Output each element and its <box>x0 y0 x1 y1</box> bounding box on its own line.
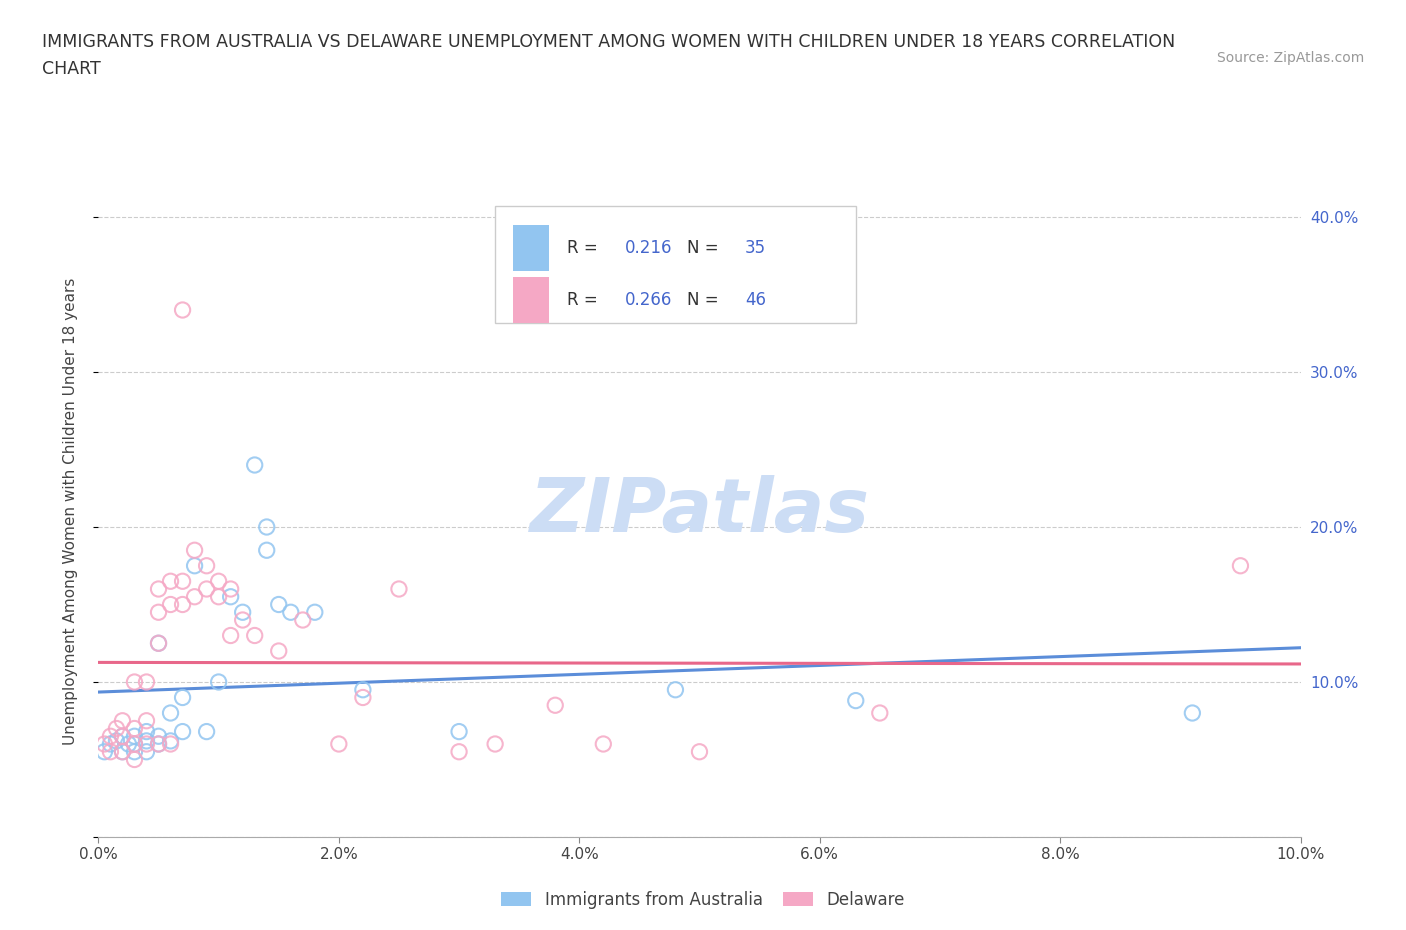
Point <box>232 613 254 628</box>
Point <box>328 737 350 751</box>
Text: R =: R = <box>567 291 603 309</box>
Point <box>111 744 134 759</box>
Point <box>352 690 374 705</box>
Point <box>124 752 146 767</box>
Text: 46: 46 <box>745 291 766 309</box>
Point <box>100 744 122 759</box>
Point <box>124 737 146 751</box>
Point <box>135 744 157 759</box>
Text: 35: 35 <box>745 239 766 257</box>
Point <box>219 581 242 596</box>
Point <box>243 628 266 643</box>
Point <box>93 744 115 759</box>
Point <box>172 574 194 589</box>
Point <box>195 724 218 739</box>
Point <box>159 706 181 721</box>
Text: CHART: CHART <box>42 60 101 78</box>
Point <box>544 698 567 712</box>
Point <box>291 613 314 628</box>
Point <box>148 737 170 751</box>
Point <box>232 604 254 619</box>
Bar <box>513 225 550 271</box>
Point <box>111 744 134 759</box>
Point <box>148 604 170 619</box>
Text: N =: N = <box>688 239 724 257</box>
Point <box>183 590 205 604</box>
Point <box>689 744 711 759</box>
Point <box>135 724 157 739</box>
Point <box>172 302 194 317</box>
Point <box>208 574 231 589</box>
Point <box>135 734 157 749</box>
Point <box>124 674 146 689</box>
Text: Source: ZipAtlas.com: Source: ZipAtlas.com <box>1216 51 1364 65</box>
Point <box>93 737 115 751</box>
Point <box>304 604 326 619</box>
Point <box>111 729 134 744</box>
Point <box>172 597 194 612</box>
Point <box>159 597 181 612</box>
Point <box>148 729 170 744</box>
Point <box>183 558 205 573</box>
Point <box>388 581 411 596</box>
Text: N =: N = <box>688 291 724 309</box>
Point <box>195 581 218 596</box>
Point <box>208 674 231 689</box>
Point <box>124 721 146 736</box>
Point <box>135 713 157 728</box>
Point <box>117 737 139 751</box>
Point <box>105 721 128 736</box>
FancyBboxPatch shape <box>495 206 856 323</box>
Point <box>484 737 506 751</box>
Point <box>111 729 134 744</box>
Point <box>148 737 170 751</box>
Text: 0.266: 0.266 <box>624 291 672 309</box>
Text: R =: R = <box>567 239 603 257</box>
Point <box>124 729 146 744</box>
Text: ZIPatlas: ZIPatlas <box>530 475 869 548</box>
Point <box>256 520 278 535</box>
Point <box>208 590 231 604</box>
Point <box>111 713 134 728</box>
Point <box>183 543 205 558</box>
Point <box>105 734 128 749</box>
Legend: Immigrants from Australia, Delaware: Immigrants from Australia, Delaware <box>494 883 912 917</box>
Point <box>135 737 157 751</box>
Point <box>447 744 470 759</box>
Point <box>267 597 290 612</box>
Point <box>148 636 170 651</box>
Point <box>280 604 302 619</box>
Point <box>135 674 157 689</box>
Point <box>148 581 170 596</box>
Y-axis label: Unemployment Among Women with Children Under 18 years: Unemployment Among Women with Children U… <box>63 278 77 745</box>
Point <box>100 729 122 744</box>
Point <box>592 737 614 751</box>
Bar <box>513 277 550 323</box>
Point <box>159 734 181 749</box>
Point <box>148 636 170 651</box>
Point <box>1181 706 1204 721</box>
Point <box>267 644 290 658</box>
Point <box>869 706 891 721</box>
Point <box>100 737 122 751</box>
Point <box>664 683 686 698</box>
Point <box>447 724 470 739</box>
Text: IMMIGRANTS FROM AUSTRALIA VS DELAWARE UNEMPLOYMENT AMONG WOMEN WITH CHILDREN UND: IMMIGRANTS FROM AUSTRALIA VS DELAWARE UN… <box>42 33 1175 50</box>
Point <box>195 558 218 573</box>
Point <box>845 693 868 708</box>
Point <box>172 724 194 739</box>
Point <box>124 744 146 759</box>
Point <box>159 574 181 589</box>
Text: 0.216: 0.216 <box>624 239 672 257</box>
Point <box>159 737 181 751</box>
Point <box>219 628 242 643</box>
Point <box>1229 558 1251 573</box>
Point <box>243 458 266 472</box>
Point <box>172 690 194 705</box>
Point <box>256 543 278 558</box>
Point <box>219 590 242 604</box>
Point <box>124 737 146 751</box>
Point <box>352 683 374 698</box>
